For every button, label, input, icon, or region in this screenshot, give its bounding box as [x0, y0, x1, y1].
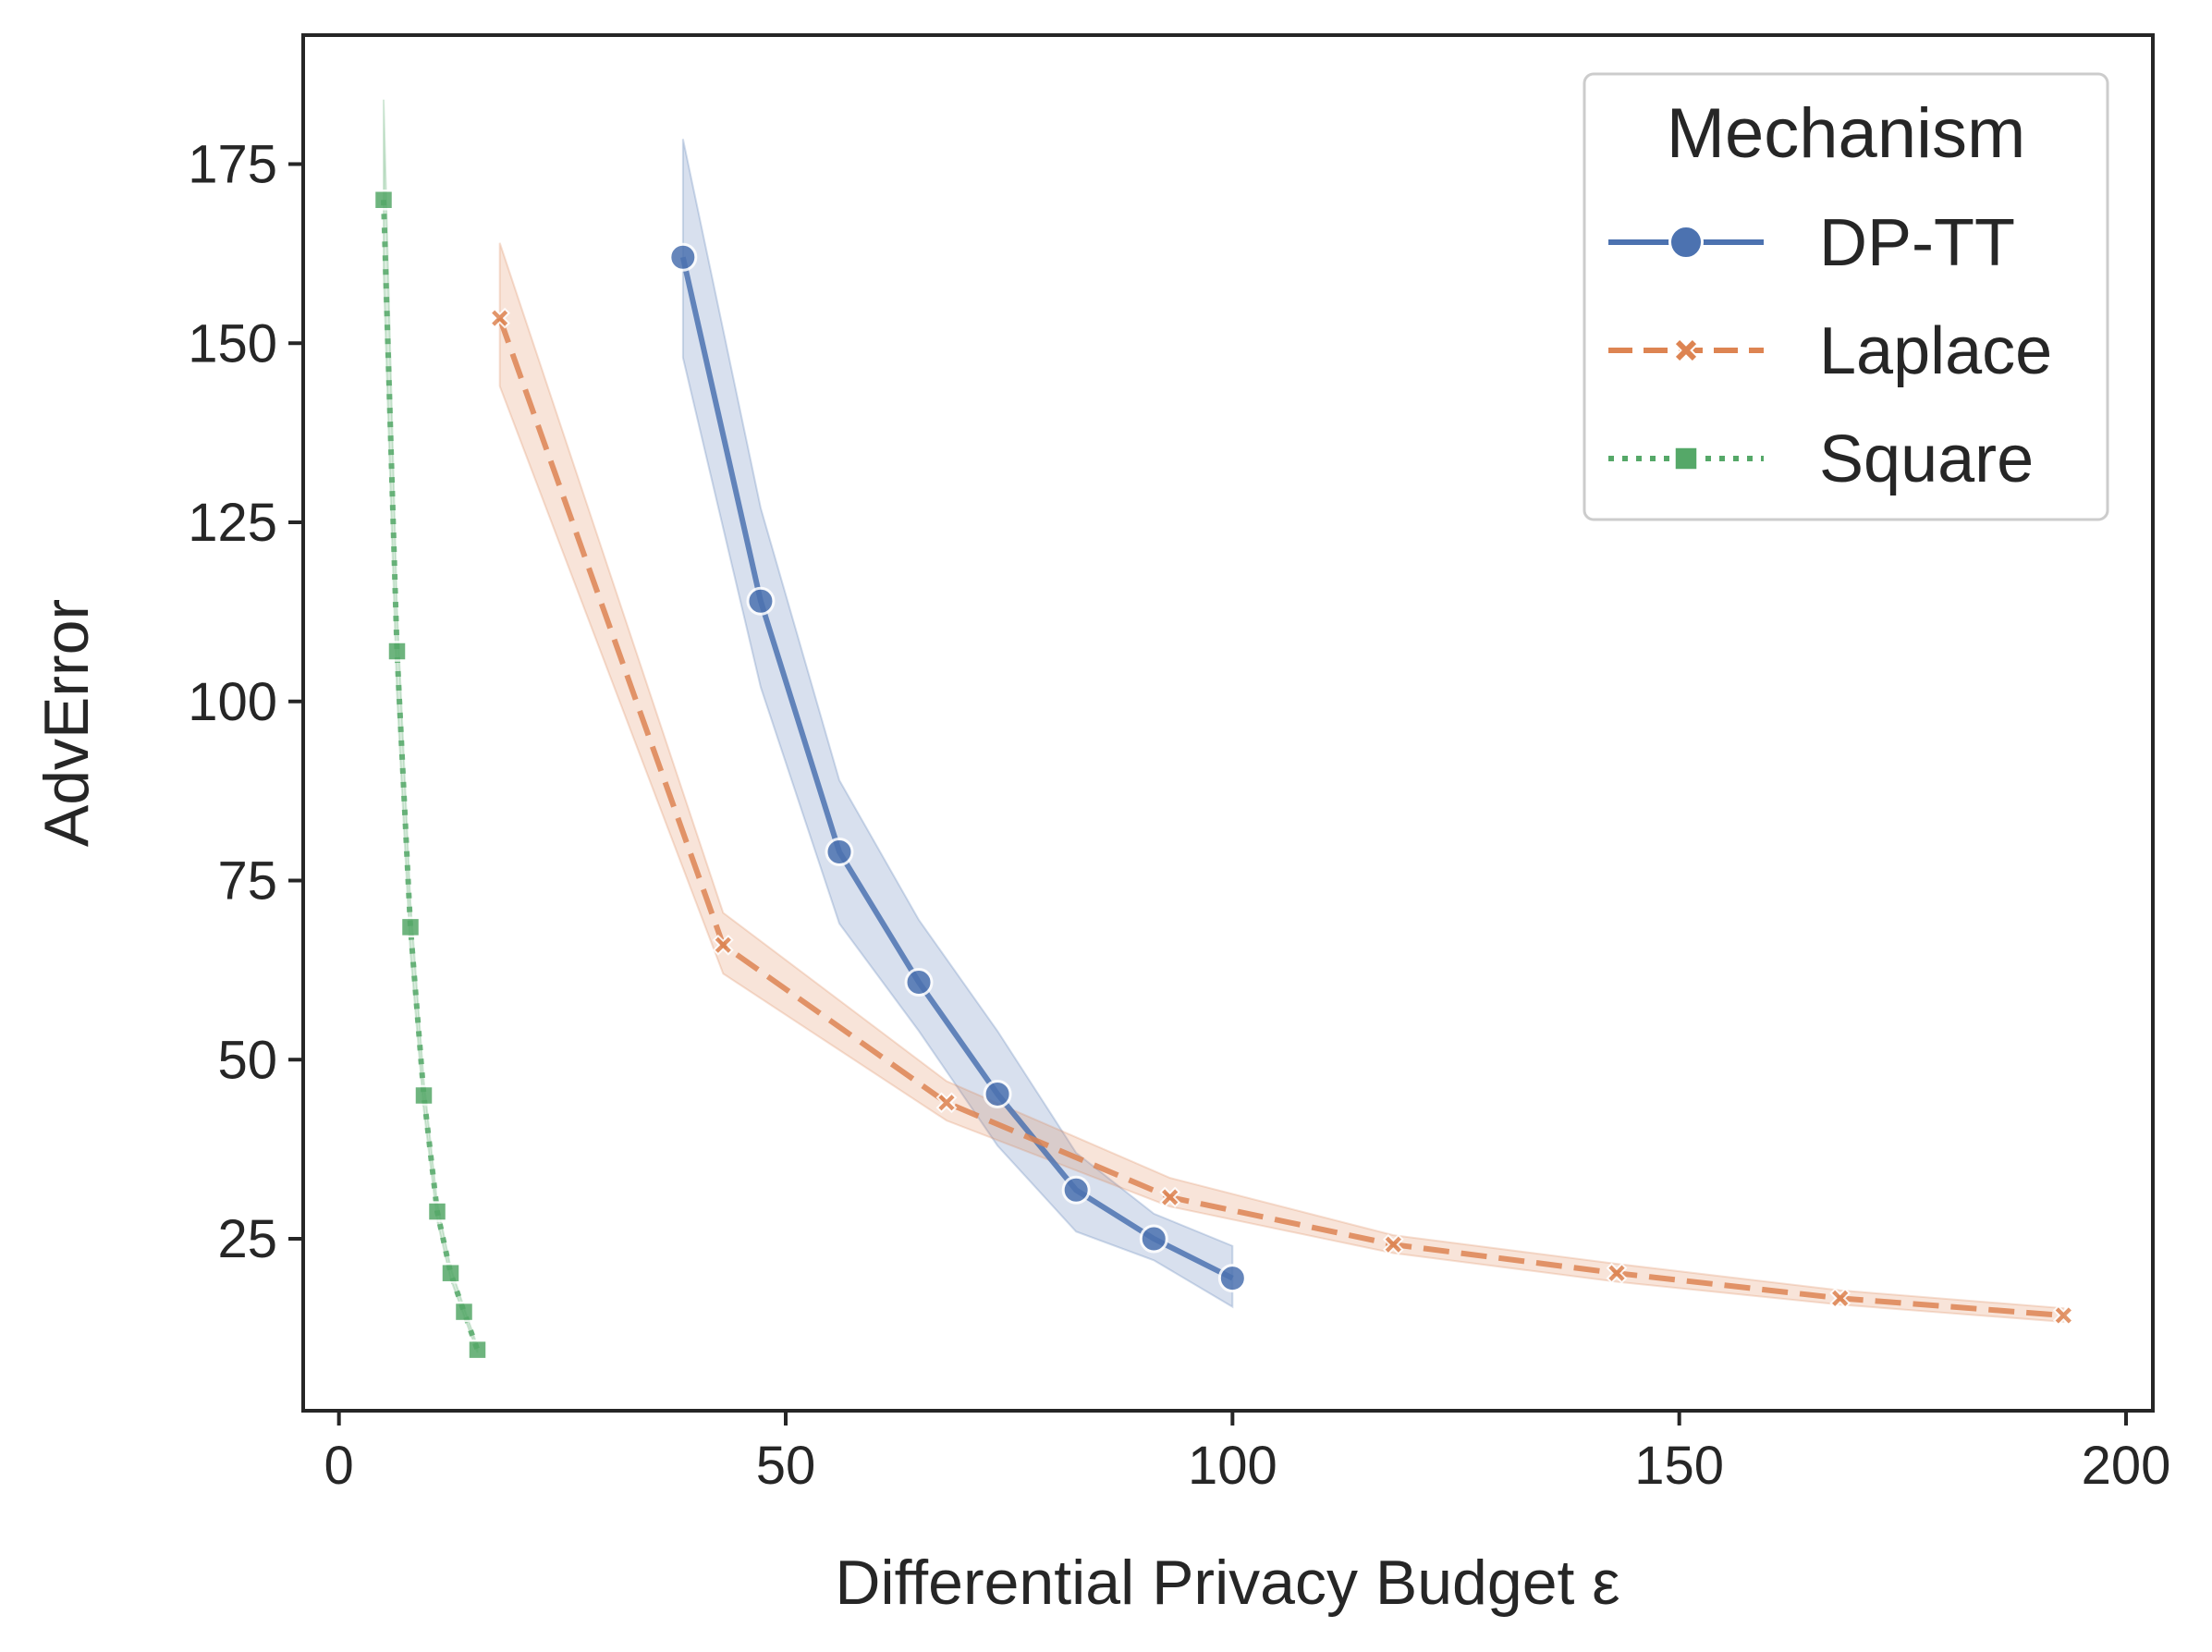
data-point-laplace — [1829, 1287, 1851, 1309]
x-tick-label: 100 — [1188, 1436, 1277, 1496]
marker-square — [453, 1301, 475, 1323]
marker-dp-tt — [1139, 1224, 1168, 1254]
marker-laplace — [1829, 1287, 1851, 1309]
series-markers — [373, 190, 2074, 1361]
data-point-laplace — [935, 1092, 958, 1114]
data-point-laplace — [712, 934, 734, 956]
data-point-laplace — [489, 307, 511, 329]
marker-square — [399, 916, 422, 938]
data-point-dp-tt — [904, 968, 934, 997]
ci-band-dp-tt — [681, 139, 1234, 1309]
data-point-square — [413, 1084, 434, 1107]
y-tick-label: 175 — [188, 135, 277, 195]
marker-dp-tt — [1217, 1264, 1247, 1293]
data-point-square — [440, 1262, 461, 1284]
legend-title: Mechanism — [1667, 94, 2026, 173]
marker-laplace — [935, 1092, 958, 1114]
y-axis-title: AdvError — [31, 599, 102, 847]
legend-entry-dp-tt: DP-TT — [1608, 206, 2015, 280]
legend-entry-square: Square — [1608, 422, 2034, 496]
marker-laplace — [489, 307, 511, 329]
marker-square — [386, 641, 408, 662]
y-tick-label: 125 — [188, 493, 277, 553]
data-point-dp-tt — [983, 1079, 1012, 1108]
data-point-laplace — [2052, 1304, 2074, 1327]
x-tick-label: 150 — [1634, 1436, 1724, 1496]
data-point-dp-tt — [1139, 1224, 1168, 1254]
y-tick-label: 75 — [217, 851, 277, 912]
marker-square — [426, 1201, 448, 1222]
y-tick-label: 25 — [217, 1209, 277, 1269]
legend-marker-laplace — [1673, 337, 1699, 363]
data-point-square — [399, 916, 422, 938]
data-point-laplace — [1606, 1262, 1628, 1284]
plot-frame — [301, 33, 2155, 1413]
data-point-laplace — [1159, 1186, 1181, 1208]
marker-laplace — [1606, 1262, 1628, 1284]
legend-marker-dp-tt — [1668, 225, 1704, 260]
legend-items: DP-TT Laplace Square — [1608, 206, 2052, 496]
marker-dp-tt — [983, 1079, 1012, 1108]
data-point-square — [467, 1339, 488, 1361]
data-point-dp-tt — [1061, 1175, 1091, 1205]
marker-square — [440, 1262, 461, 1284]
legend-entry-laplace: Laplace — [1608, 314, 2052, 388]
data-point-dp-tt — [1217, 1264, 1247, 1293]
y-tick-label: 150 — [188, 313, 277, 373]
y-axis: 25 50 75 100 125 150 175 — [188, 135, 303, 1269]
data-point-square — [426, 1201, 448, 1222]
marker-dp-tt — [825, 838, 854, 866]
x-axis: 0 50 100 150 200 — [324, 1411, 2171, 1496]
marker-dp-tt — [746, 586, 776, 616]
marker-square — [467, 1339, 488, 1361]
marker-dp-tt — [668, 242, 698, 272]
x-tick-label: 200 — [2082, 1436, 2171, 1496]
series-line-dp-tt — [679, 256, 1234, 1281]
data-point-square — [453, 1301, 475, 1323]
marker-laplace — [2052, 1304, 2074, 1327]
data-point-square — [373, 190, 395, 211]
data-point-dp-tt — [668, 242, 698, 272]
data-point-dp-tt — [825, 838, 854, 866]
series-line-laplace — [496, 317, 2064, 1318]
marker-dp-tt — [1061, 1175, 1091, 1205]
marker-square — [413, 1084, 434, 1107]
data-point-laplace — [1382, 1233, 1404, 1255]
x-axis-title: Differential Privacy Budget ε — [835, 1548, 1619, 1618]
ci-band-laplace — [498, 242, 2065, 1323]
marker-laplace — [712, 934, 734, 956]
legend: Mechanism DP-TT Laplace Square — [1583, 72, 2109, 521]
x-tick-label: 0 — [324, 1436, 354, 1496]
y-tick-label: 100 — [188, 672, 277, 732]
legend-label-square: Square — [1819, 422, 2034, 496]
y-tick-label: 50 — [217, 1030, 277, 1090]
legend-label-dp-tt: DP-TT — [1819, 206, 2015, 280]
confidence-bands — [383, 99, 2065, 1353]
marker-square — [373, 190, 395, 211]
data-point-dp-tt — [746, 586, 776, 616]
legend-marker-square — [1673, 446, 1699, 471]
legend-label-laplace: Laplace — [1819, 314, 2052, 388]
marker-dp-tt — [904, 968, 934, 997]
marker-laplace — [1159, 1186, 1181, 1208]
data-point-square — [386, 641, 408, 662]
x-tick-label: 50 — [756, 1436, 816, 1496]
marker-laplace — [1382, 1233, 1404, 1255]
legend-box — [1583, 72, 2109, 521]
